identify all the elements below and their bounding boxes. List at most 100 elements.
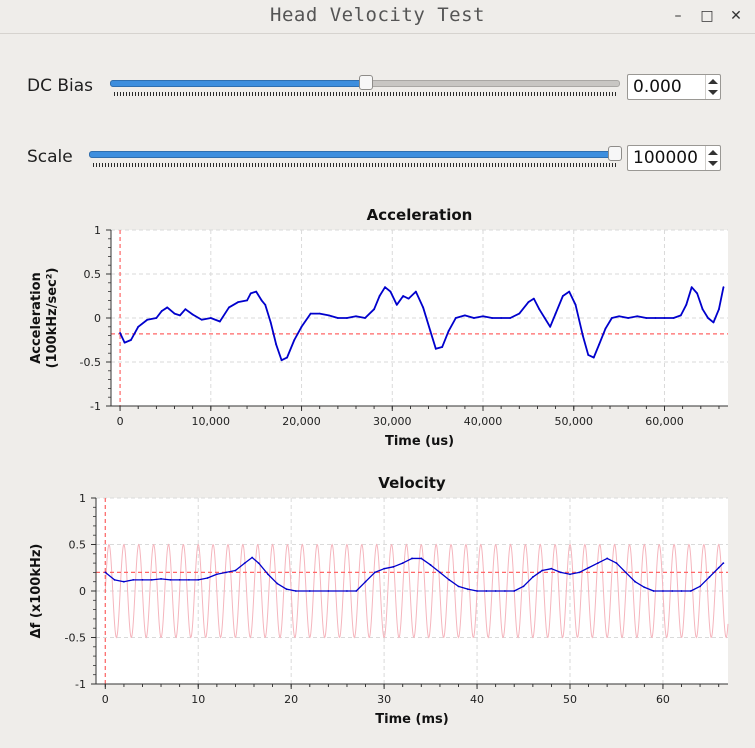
window-titlebar: Head Velocity Test – □ ✕ bbox=[0, 0, 755, 34]
chart1-data-point bbox=[690, 286, 693, 289]
spin-up-icon[interactable] bbox=[708, 150, 718, 155]
chart2-data-point bbox=[643, 586, 646, 589]
scale-value[interactable]: 100000 bbox=[633, 148, 698, 168]
chart1-data-point bbox=[554, 312, 557, 315]
chart1-data-point bbox=[173, 312, 176, 315]
chart1-data-point bbox=[447, 330, 450, 333]
chart1-data-point bbox=[434, 347, 437, 350]
chart2-data-point bbox=[243, 562, 246, 564]
chart1-data-point bbox=[407, 297, 410, 300]
chart2-x-axis-label: Time (ms) bbox=[375, 712, 448, 727]
slider-handle[interactable] bbox=[608, 146, 622, 161]
minimize-button[interactable]: – bbox=[674, 8, 682, 24]
chart1-data-point bbox=[722, 286, 725, 289]
chart1-data-point bbox=[389, 290, 392, 293]
chart2-x-tick-label: 0 bbox=[102, 693, 109, 706]
chart2-data-point bbox=[308, 590, 311, 592]
spin-down-icon[interactable] bbox=[708, 161, 718, 166]
scale-spinbox[interactable]: 100000 bbox=[627, 145, 721, 171]
chart2-data-point bbox=[522, 585, 525, 588]
chart2-data-point bbox=[615, 562, 618, 564]
chart1-data-point bbox=[336, 317, 339, 319]
chart1-data-point bbox=[663, 317, 666, 319]
chart1-x-axis-label: Time (us) bbox=[385, 434, 454, 449]
chart2-y-tick-label: 1 bbox=[79, 492, 86, 505]
chart1-data-point bbox=[429, 330, 432, 333]
chart1-data-point bbox=[373, 308, 376, 311]
chart2-data-point bbox=[466, 588, 469, 591]
chart2-data-point bbox=[197, 578, 200, 581]
chart2-data-point bbox=[531, 576, 534, 578]
chart2-data-point bbox=[267, 573, 269, 576]
chart2-x-tick-label: 50 bbox=[563, 693, 577, 706]
chart2-data-point bbox=[569, 573, 571, 576]
chart1-data-point bbox=[581, 334, 584, 337]
chart2-data-point bbox=[392, 565, 395, 568]
chart2-data-point bbox=[257, 562, 260, 564]
chart2-data-point bbox=[327, 590, 330, 592]
chart2-series-line bbox=[104, 556, 724, 592]
chart1-data-point bbox=[293, 339, 296, 341]
chart1-data-point bbox=[318, 312, 321, 315]
chart2-data-point bbox=[150, 578, 153, 581]
spin-up-icon[interactable] bbox=[708, 79, 718, 84]
chart2-data-point bbox=[550, 567, 553, 570]
chart1-data-point bbox=[249, 292, 252, 295]
chart1-data-point bbox=[300, 325, 303, 328]
chart2-data-point bbox=[671, 590, 674, 592]
slider-handle[interactable] bbox=[359, 75, 373, 90]
chart1-data-point bbox=[119, 332, 121, 334]
chart1-data-point bbox=[491, 317, 493, 319]
chart2-data-point bbox=[722, 562, 725, 564]
spin-arrows bbox=[705, 146, 720, 170]
maximize-button[interactable]: □ bbox=[700, 8, 714, 24]
dc-bias-slider[interactable] bbox=[110, 75, 620, 101]
chart1-data-point bbox=[598, 343, 601, 346]
chart2-data-point bbox=[606, 557, 609, 560]
chart2-data-point bbox=[383, 567, 386, 570]
chart2-data-point bbox=[160, 578, 162, 580]
chart2-data-point bbox=[680, 590, 683, 592]
chart1-data-point bbox=[146, 318, 149, 321]
chart1-data-point bbox=[275, 343, 278, 346]
chart1-x-tick-label: 60,000 bbox=[645, 415, 684, 428]
chart2-data-point bbox=[513, 590, 516, 592]
close-button[interactable]: ✕ bbox=[730, 8, 742, 24]
scale-slider[interactable] bbox=[89, 146, 622, 172]
chart2-data-point bbox=[346, 590, 348, 592]
chart2-reference-sine bbox=[104, 543, 729, 639]
chart1-data-point bbox=[200, 318, 203, 321]
chart1-data-point bbox=[209, 317, 212, 319]
chart2-data-point bbox=[420, 557, 423, 560]
chart1-y-tick-label: 1 bbox=[94, 224, 101, 237]
chart1-title: Acceleration bbox=[367, 206, 473, 224]
chart1-data-point bbox=[712, 321, 715, 324]
chart2-data-point bbox=[206, 577, 209, 579]
chart2-data-point bbox=[578, 571, 581, 574]
chart2-data-point bbox=[373, 571, 376, 574]
chart1-data-point bbox=[346, 317, 348, 319]
chart1-data-point bbox=[395, 303, 398, 306]
chart2-data-point bbox=[485, 590, 488, 592]
chart1-data-point bbox=[482, 315, 484, 318]
chart1-data-point bbox=[518, 312, 521, 315]
dc-bias-label: DC Bias bbox=[27, 76, 94, 96]
chart2-data-point bbox=[708, 576, 711, 578]
chart2-data-point bbox=[169, 578, 172, 581]
chart2-y-axis-label: Δf (x100kHz) bbox=[29, 544, 44, 639]
chart1-data-point bbox=[679, 314, 682, 317]
chart1-data-point bbox=[269, 321, 272, 324]
chart1-data-point bbox=[561, 295, 564, 297]
spin-down-icon[interactable] bbox=[708, 90, 718, 95]
chart1-data-point bbox=[636, 315, 639, 318]
dc-bias-spinbox[interactable]: 0.000 bbox=[627, 74, 721, 100]
chart2-data-point bbox=[104, 571, 107, 574]
chart1-data-point bbox=[618, 315, 621, 318]
spin-arrows bbox=[705, 75, 720, 99]
dc-bias-value[interactable]: 0.000 bbox=[633, 77, 682, 97]
chart1-data-point bbox=[672, 317, 675, 319]
chart1-data-point bbox=[532, 297, 535, 300]
scale-label: Scale bbox=[27, 147, 73, 167]
chart2-data-point bbox=[541, 569, 544, 572]
chart1-data-point bbox=[610, 317, 613, 319]
